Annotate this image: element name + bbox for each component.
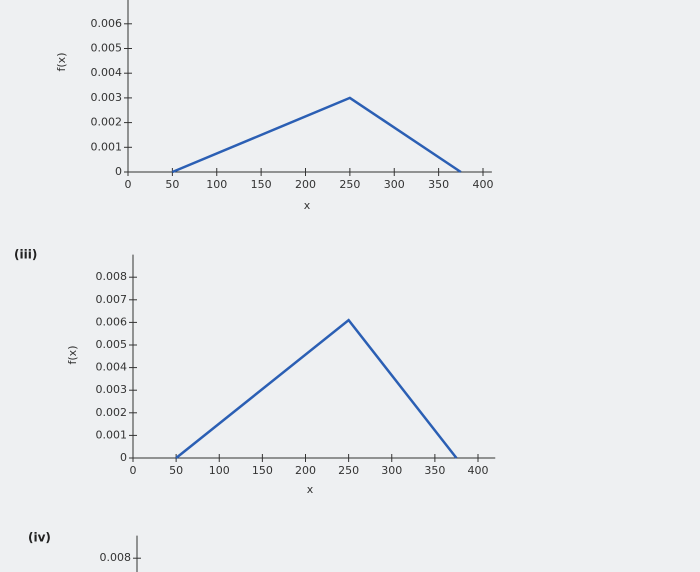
y-tick-label: 0.006	[96, 315, 128, 328]
y-tick-label: 0.003	[96, 383, 128, 396]
line-series	[175, 318, 458, 459]
line-series	[171, 96, 462, 174]
section-label: (iii)	[14, 248, 37, 262]
x-tick-label: 0	[130, 464, 137, 477]
x-tick-label: 150	[252, 464, 273, 477]
y-tick-label: 0.003	[91, 91, 123, 104]
x-tick-label: 350	[424, 464, 445, 477]
x-tick-label: 300	[381, 464, 402, 477]
y-tick-label: 0.004	[96, 361, 128, 374]
y-tick-label: 0.008	[100, 551, 132, 564]
x-tick-label: 100	[206, 178, 227, 191]
x-tick-label: 400	[468, 464, 489, 477]
y-tick-label: 0.005	[96, 338, 128, 351]
x-tick-label: 200	[295, 178, 316, 191]
y-tick-label: 0.001	[91, 140, 123, 153]
y-tick-label: 0.006	[91, 17, 123, 30]
x-tick-label: 350	[428, 178, 449, 191]
y-tick-label: 0.002	[96, 406, 128, 419]
x-axis-label: x	[304, 199, 311, 212]
x-tick-label: 250	[338, 464, 359, 477]
x-tick-label: 100	[209, 464, 230, 477]
y-tick-label: 0.004	[91, 66, 123, 79]
x-tick-label: 300	[384, 178, 405, 191]
y-axis-label: f(x)	[66, 346, 79, 365]
section-label: (iv)	[28, 531, 51, 545]
x-tick-label: 50	[169, 464, 183, 477]
y-tick-label: 0.002	[91, 116, 123, 129]
y-tick-label: 0.001	[96, 428, 128, 441]
y-tick-label: 0	[120, 451, 127, 464]
x-tick-label: 250	[339, 178, 360, 191]
x-tick-label: 0	[125, 178, 132, 191]
y-axis-label: f(x)	[55, 53, 68, 72]
x-axis-label: x	[307, 483, 314, 496]
x-tick-label: 50	[165, 178, 179, 191]
x-tick-label: 200	[295, 464, 316, 477]
y-tick-label: 0.007	[96, 293, 128, 306]
y-tick-label: 0.005	[91, 42, 123, 55]
x-tick-label: 400	[473, 178, 494, 191]
y-tick-label: 0.008	[96, 270, 128, 283]
y-tick-label: 0	[115, 165, 122, 178]
x-tick-label: 150	[251, 178, 272, 191]
